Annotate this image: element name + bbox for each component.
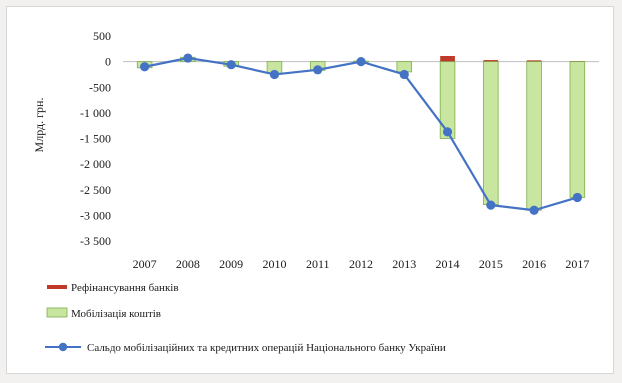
refinancing-bar [483,60,499,62]
legend-label-mobilization: Мобілізація коштів [71,308,161,320]
series-balance-line [140,53,582,215]
balance-point [313,65,323,75]
legend-label-balance: Сальдо мобілізаційних та кредитних опера… [87,342,446,354]
x-tick-label: 2014 [436,257,460,271]
balance-point [486,200,496,210]
balance-point [269,69,280,80]
mobilization-bar [569,61,586,198]
y-tick-label: -3 500 [80,234,111,248]
mobilization-bar [483,61,499,206]
balance-point [529,205,539,215]
y-tick-label: -2 500 [80,183,111,197]
refinancing-bar [526,60,542,62]
x-axis: 2007 2008 2009 2010 2011 2012 2013 2014 2015 2016… [133,257,590,271]
balance-point [399,69,409,80]
y-tick-label: -500 [89,80,111,94]
chart: 500 0 -500 -1 000 -1 500 -2 000 -2 500 -3 000 -3… [32,29,599,354]
series-mobilization-bars [136,56,586,211]
legend-swatch-refinancing [47,285,67,289]
y-tick-label: 0 [105,55,111,69]
legend-swatch-mobilization [46,307,68,318]
balance-point [572,192,582,203]
balance-point [183,53,193,63]
x-tick-label: 2015 [479,257,503,271]
x-tick-label: 2012 [349,257,373,271]
x-tick-label: 2013 [392,257,416,271]
chart-frame: 500 0 -500 -1 000 -1 500 -2 000 -2 500 -3 000 -3… [6,6,614,374]
y-tick-label: 500 [93,29,111,43]
balance-line [144,56,578,212]
x-tick-label: 2016 [522,257,546,271]
balance-point [442,127,453,137]
balance-point [140,62,150,72]
balance-point [356,57,366,67]
refinancing-bar [440,55,455,62]
x-tick-label: 2011 [306,257,330,271]
x-tick-label: 2017 [565,257,589,271]
y-tick-label: -1 000 [80,106,111,120]
y-tick-label: -2 000 [80,157,111,171]
legend: Рефінансування банків Мобілізація коштів С… [45,282,446,354]
mobilization-bar [439,61,456,139]
y-tick-label: -1 500 [80,132,111,146]
y-tick-label: -3 000 [80,208,111,222]
y-axis: 500 0 -500 -1 000 -1 500 -2 000 -2 500 -3 000 -3… [80,29,111,248]
balance-point [226,60,236,70]
legend-label-refinancing: Рефінансування банків [71,282,179,294]
y-axis-label: Млрд. грн. [32,98,46,153]
mobilization-bar [526,61,542,211]
x-tick-label: 2007 [133,257,157,271]
x-tick-label: 2009 [219,257,243,271]
x-tick-label: 2008 [176,257,200,271]
x-tick-label: 2010 [262,257,286,271]
legend-swatch-balance-marker [58,342,68,352]
